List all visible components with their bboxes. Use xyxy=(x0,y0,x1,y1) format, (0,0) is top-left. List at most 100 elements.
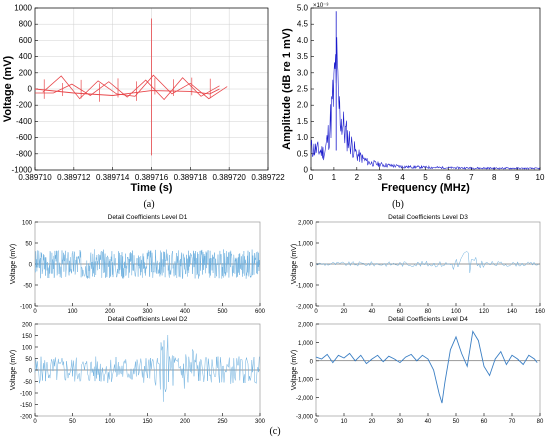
x-tick-label: 50 xyxy=(69,419,76,425)
x-tick-label: 7 xyxy=(469,173,474,182)
x-tick-label: 2 xyxy=(355,173,360,182)
x-tick-label: 60 xyxy=(397,309,404,315)
x-tick-label: 300 xyxy=(255,419,266,425)
x-tick-label: 160 xyxy=(535,309,546,315)
x-tick-label: 8 xyxy=(492,173,497,182)
y-axis-label: Voltage (mV) xyxy=(10,244,17,284)
y-tick-label: 1,000 xyxy=(298,242,314,248)
y-tick-label: 200 xyxy=(19,68,33,77)
x-tick-label: 0 xyxy=(33,419,37,425)
x-tick-label: 20 xyxy=(341,309,348,315)
y-tick-label: -2,000 xyxy=(296,396,314,402)
y-tick-label: 800 xyxy=(19,20,33,29)
x-tick-label: 300 xyxy=(142,309,153,315)
y-tick-label: 0 xyxy=(310,359,314,365)
y-tick-label: 0 xyxy=(29,369,33,375)
y-tick-label: -50 xyxy=(23,284,32,290)
y-tick-label: -1,000 xyxy=(296,378,314,384)
y-tick-label: 600 xyxy=(19,36,33,45)
x-axis-label: Time (s) xyxy=(131,182,173,194)
y-tick-label: 2,000 xyxy=(298,221,314,227)
x-tick-label: 100 xyxy=(67,309,78,315)
x-tick-label: 20 xyxy=(369,419,376,425)
y-tick-label: 1,000 xyxy=(298,341,314,347)
y-tick-label: 100 xyxy=(22,221,33,227)
x-tick-label: 40 xyxy=(425,419,432,425)
chart-d1-detail-coefficients: 0 100 200 300 400 500 600 -100 -50 0 50 100 Detail C… xyxy=(10,214,266,315)
x-tick-label: 0 xyxy=(314,419,318,425)
y-tick-label: 3.0 xyxy=(297,68,309,77)
voltage-baseline xyxy=(34,88,220,96)
x-tick-label: 30 xyxy=(397,419,404,425)
x-tick-label: 0.389720 xyxy=(212,173,246,182)
y-tick-label: -150 xyxy=(20,403,33,409)
chart-b-amplitude-spectrum: 0 1 2 3 4 5 6 7 8 9 10 0 0.5 1.0 1.5 2.0 2.5 3.0 3.5 4.0 4.5… xyxy=(281,3,545,210)
x-tick-label: 0.389716 xyxy=(135,173,169,182)
x-tick-label: 70 xyxy=(509,419,516,425)
y-tick-label: 5.0 xyxy=(297,4,309,13)
y-tick-label: 2.0 xyxy=(297,101,309,110)
x-tick-label: 60 xyxy=(481,419,488,425)
x-tick-label: 5 xyxy=(423,173,428,182)
x-tick-label: 10 xyxy=(536,173,545,182)
y-tick-label: 200 xyxy=(22,323,33,329)
x-tick-label: 100 xyxy=(451,309,462,315)
y-tick-label: 4.5 xyxy=(297,20,309,29)
x-tick-label: 80 xyxy=(425,309,432,315)
y-tick-label: 2.5 xyxy=(297,85,309,94)
x-tick-label: 100 xyxy=(105,419,116,425)
x-tick-label: 500 xyxy=(217,309,228,315)
caption-c: (c) xyxy=(269,426,280,437)
y-tick-label: 0 xyxy=(304,166,309,175)
coefficient-trace xyxy=(34,334,260,402)
x-tick-label: 0.389718 xyxy=(174,173,208,182)
x-tick-label: 140 xyxy=(507,309,518,315)
y-tick-label: -200 xyxy=(16,101,33,110)
x-tick-label: 3 xyxy=(377,173,382,182)
y-axis-label: Amplitude (dB re 1 mV) xyxy=(281,28,293,150)
y-tick-label: 100 xyxy=(22,346,33,352)
plot-frame xyxy=(310,7,541,171)
y-tick-label: 50 xyxy=(25,242,32,248)
chart-d4-detail-coefficients: 0 10 20 30 40 50 60 70 80 -3,000 -2,000 -1,000 0 1,00… xyxy=(291,316,544,425)
plot-frame xyxy=(315,323,541,417)
coefficient-trace xyxy=(315,251,539,273)
x-tick-label: 0 xyxy=(33,309,37,315)
x-tick-label: 0.389714 xyxy=(96,173,130,182)
y-tick-label: -400 xyxy=(16,117,33,126)
y-tick-label: 400 xyxy=(19,52,33,61)
x-tick-label: 50 xyxy=(453,419,460,425)
caption-b: (b) xyxy=(392,199,404,210)
y-axis-label: Voltage (mV) xyxy=(2,55,14,122)
y-tick-label: -600 xyxy=(16,133,33,142)
x-tick-label: 80 xyxy=(537,419,544,425)
amplitude-spectrum-line xyxy=(310,37,541,170)
x-tick-label: 200 xyxy=(180,419,191,425)
coefficient-trace xyxy=(34,249,260,279)
x-tick-label: 0 xyxy=(309,173,314,182)
y-tick-label: 1.0 xyxy=(297,133,309,142)
y-tick-label: -100 xyxy=(20,305,33,311)
y-tick-label: 0 xyxy=(310,263,314,269)
x-tick-label: 0.389712 xyxy=(57,173,91,182)
y-tick-label: -3,000 xyxy=(296,415,314,421)
x-tick-label: 120 xyxy=(479,309,490,315)
x-tick-label: 40 xyxy=(369,309,376,315)
x-tick-label: 400 xyxy=(180,309,191,315)
coefficient-trace xyxy=(315,330,538,404)
y-tick-label: 0.5 xyxy=(297,149,309,158)
x-tick-label: 200 xyxy=(105,309,116,315)
y-tick-label: -100 xyxy=(20,392,33,398)
x-tick-label: 4 xyxy=(400,173,405,182)
y-tick-label: 1000 xyxy=(14,4,32,13)
chart-d2-detail-coefficients: 0 50 100 150 200 250 300 -200 -150 -100 -50 0 50 100 1… xyxy=(10,316,266,425)
caption-a: (a) xyxy=(143,199,154,210)
y-tick-label: 0 xyxy=(28,85,33,94)
voltage-trace xyxy=(42,74,228,100)
y-tick-label: -1,000 xyxy=(296,284,314,290)
y-tick-label: 2,000 xyxy=(298,323,314,329)
y-tick-label: 3.5 xyxy=(297,52,309,61)
y-tick-label: 4.0 xyxy=(297,36,309,45)
y-axis-label: Voltage (mV) xyxy=(291,350,298,390)
